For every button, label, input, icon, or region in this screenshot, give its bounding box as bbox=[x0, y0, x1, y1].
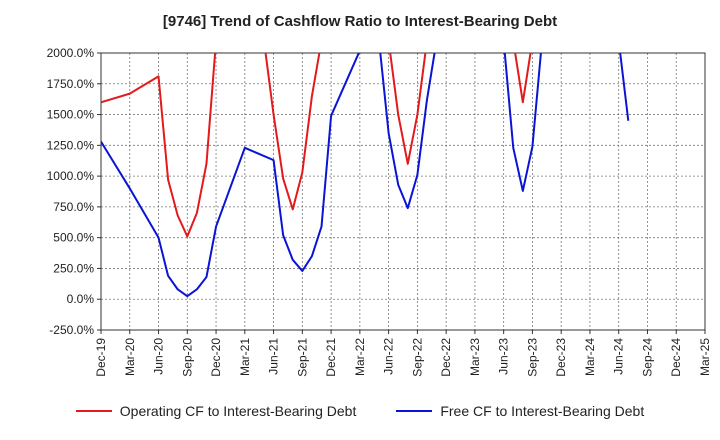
y-tick-label: 1500.0% bbox=[47, 108, 95, 122]
y-tick-label: 1750.0% bbox=[47, 77, 95, 91]
x-tick-label: Dec-19 bbox=[94, 338, 108, 377]
x-tick-label: Sep-23 bbox=[525, 338, 539, 377]
series-line-free-cf bbox=[101, 53, 630, 298]
x-tick-label: Sep-20 bbox=[180, 338, 194, 377]
x-tick-label: Mar-24 bbox=[583, 338, 597, 376]
legend-item-operating-cf: Operating CF to Interest-Bearing Debt bbox=[75, 403, 357, 419]
x-tick-label: Dec-20 bbox=[209, 338, 223, 377]
x-tick-label: Dec-21 bbox=[324, 338, 338, 377]
x-tick-label: Jun-22 bbox=[382, 338, 396, 375]
x-tick-label: Mar-22 bbox=[353, 338, 367, 376]
x-tick-label: Dec-23 bbox=[554, 338, 568, 377]
x-tick-label: Sep-21 bbox=[295, 338, 309, 377]
legend-swatch-operating-cf bbox=[75, 410, 112, 412]
x-tick-label: Jun-20 bbox=[152, 338, 166, 375]
chart-title: [9746] Trend of Cashflow Ratio to Intere… bbox=[162, 13, 558, 30]
y-tick-label: 0.0% bbox=[67, 292, 95, 306]
x-tick-label: Sep-22 bbox=[410, 338, 424, 377]
legend: Operating CF to Interest-Bearing Debt Fr… bbox=[0, 403, 720, 419]
x-tick-label: Dec-22 bbox=[439, 338, 453, 377]
x-tick-label: Dec-24 bbox=[669, 338, 683, 377]
y-tick-label: 750.0% bbox=[53, 200, 94, 214]
x-tick-label: Jun-23 bbox=[497, 338, 511, 375]
series-group bbox=[101, 53, 630, 298]
x-tick-label: Sep-24 bbox=[640, 338, 654, 377]
y-tick-label: 1000.0% bbox=[47, 169, 95, 183]
x-tick-label: Mar-20 bbox=[123, 338, 137, 376]
y-tick-label: 250.0% bbox=[53, 261, 94, 275]
y-tick-label: 500.0% bbox=[53, 231, 94, 245]
x-tick-label: Mar-25 bbox=[698, 338, 712, 376]
plot-frame bbox=[100, 52, 706, 331]
x-tick-label: Jun-24 bbox=[612, 338, 626, 375]
legend-label-operating-cf: Operating CF to Interest-Bearing Debt bbox=[119, 403, 357, 419]
x-tick-label: Jun-21 bbox=[267, 338, 281, 375]
legend-swatch-free-cf bbox=[396, 410, 433, 412]
y-tick-label: 1250.0% bbox=[47, 138, 95, 152]
y-tick-label: -250.0% bbox=[49, 323, 94, 337]
legend-item-free-cf: Free CF to Interest-Bearing Debt bbox=[396, 403, 644, 419]
x-tick-label: Mar-23 bbox=[468, 338, 482, 376]
y-tick-label: 2000.0% bbox=[47, 46, 95, 60]
x-tick-label: Mar-21 bbox=[238, 338, 252, 376]
legend-label-free-cf: Free CF to Interest-Bearing Debt bbox=[440, 403, 645, 419]
plot-area bbox=[101, 53, 705, 330]
series-line-operating-cf bbox=[101, 53, 532, 238]
